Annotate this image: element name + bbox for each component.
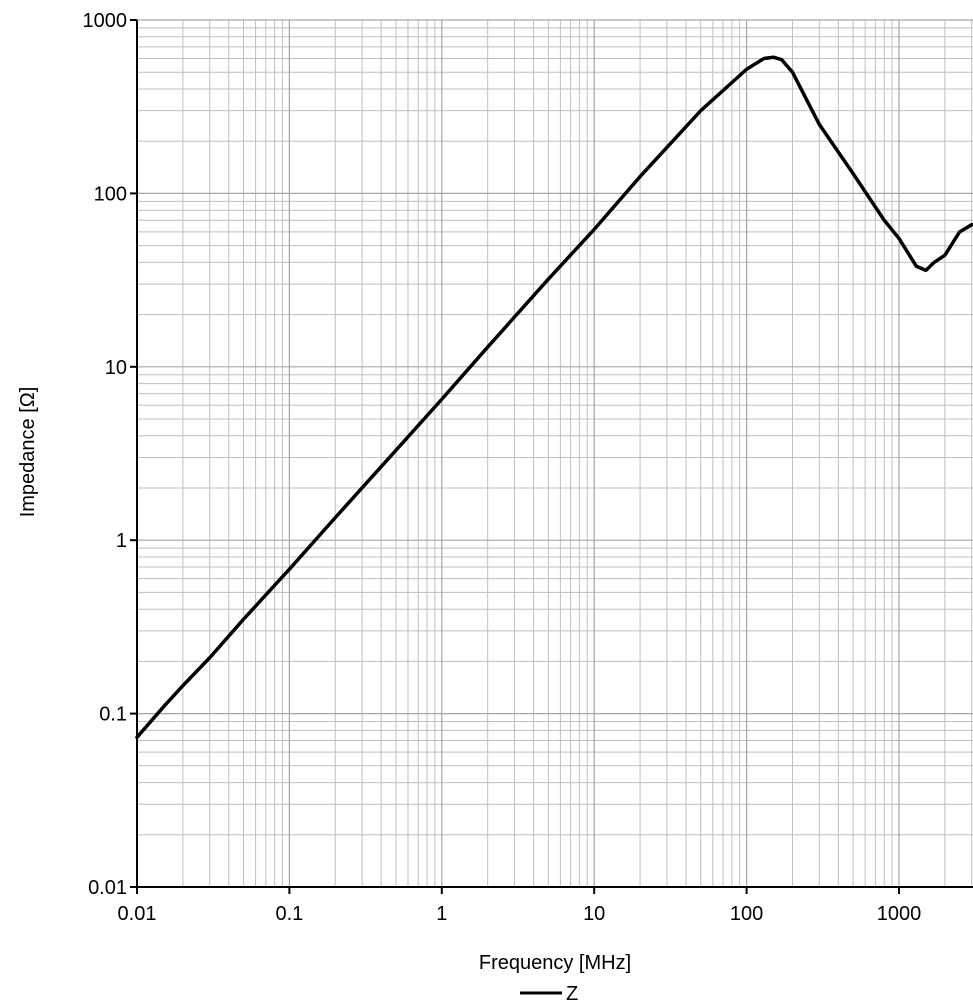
axes xyxy=(130,19,973,894)
x-tick-label: 1000 xyxy=(877,903,922,925)
x-tick-label: 10 xyxy=(583,903,605,925)
y-tick-label: 0.1 xyxy=(99,704,127,726)
y-tick-label: 1 xyxy=(116,530,127,552)
legend: Z xyxy=(520,983,578,1005)
minor-gridlines xyxy=(137,20,973,887)
y-axis-title: Impedance [Ω] xyxy=(17,387,39,518)
x-axis-title: Frequency [MHz] xyxy=(479,952,631,974)
y-tick-label: 100 xyxy=(94,183,127,205)
y-tick-label: 1000 xyxy=(83,10,128,32)
x-tick-label: 1 xyxy=(436,903,447,925)
x-tick-label: 0.1 xyxy=(275,903,303,925)
series-layer xyxy=(135,55,973,740)
x-tick-label: 0.01 xyxy=(118,903,157,925)
x-tick-labels: 0.01 0.1 1 10 100 1000 xyxy=(118,903,922,925)
legend-label-z: Z xyxy=(566,983,578,1005)
y-tick-labels: 0.01 0.1 1 10 100 1000 xyxy=(83,10,128,899)
major-gridlines xyxy=(136,19,973,888)
x-tick-label: 100 xyxy=(730,903,763,925)
y-tick-label: 10 xyxy=(105,357,127,379)
y-tick-label: 0.01 xyxy=(88,877,127,899)
series-line-z xyxy=(135,55,973,740)
